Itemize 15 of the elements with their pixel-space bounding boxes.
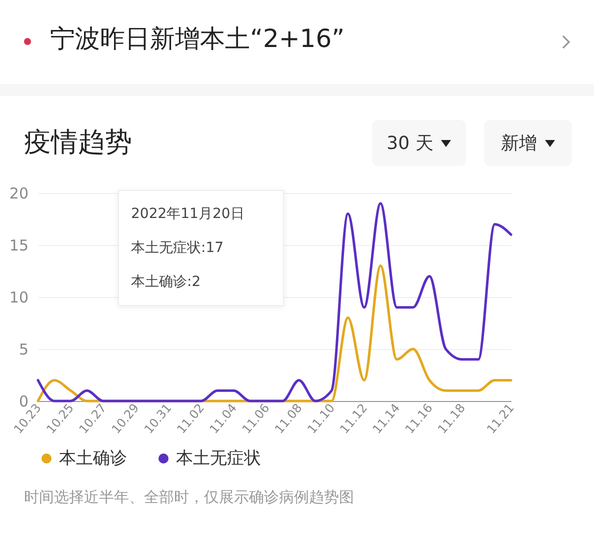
line-series — [36, 202, 512, 402]
text: 新增 — [501, 132, 537, 155]
y-tick-label: 5 — [18, 340, 28, 358]
y-tick-label: 20 — [9, 184, 28, 202]
text: 30 天 — [386, 132, 434, 155]
annotation: 2022年11月20日 — [131, 205, 246, 224]
annotation: 本土无症状:17 — [131, 239, 225, 258]
chart-title: 宁波昨日新增本土“2+16” — [50, 23, 345, 55]
chart-subtitle: 疫情趋势 — [24, 126, 132, 160]
legend-label: 本土无症状 — [176, 448, 261, 468]
y-tick-label: 10 — [9, 288, 28, 306]
y-tick-label: 15 — [9, 236, 28, 254]
annotation: 本土确诊:2 — [131, 273, 202, 292]
text: 时间选择近半年、全部时，仅展示确诊病例趋势图 — [24, 488, 354, 507]
legend-label: 本土确诊 — [59, 448, 127, 468]
